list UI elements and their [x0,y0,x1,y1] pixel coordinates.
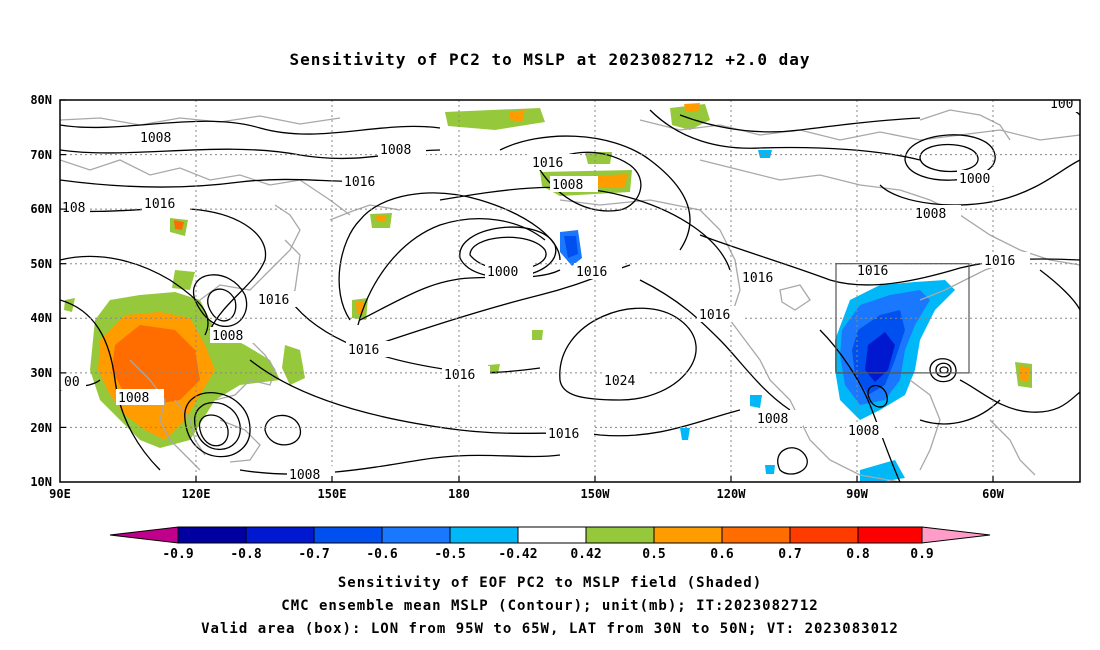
contour-label: 1008 [289,468,320,483]
lon-label: 120W [717,487,747,501]
contour-label-group: 1008 1008 1016 1016 1008 1016 1008 1000 … [60,97,1080,483]
caption-valid-area: Valid area (box): LON from 95W to 65W, L… [201,621,899,637]
colorbar-high-triangle [921,526,991,544]
colorbar-segment [245,526,315,544]
lon-label: 150W [581,487,611,501]
shaded-negative-north-america [560,150,955,482]
colorbar: -0.9 -0.8 -0.7 -0.6 -0.5 -0.42 0.42 0.5 … [109,526,991,562]
colorbar-segment [653,526,723,544]
lat-label: 20N [30,421,52,435]
valid-area-box [835,263,970,374]
colorbar-label: 0.8 [846,547,870,562]
contour-label: 1008 [757,412,788,427]
contour-label: 1016 [444,368,475,383]
colorbar-label: -0.7 [298,547,329,562]
contour-label: 1000 [959,172,990,187]
contour-label: 1016 [699,308,730,323]
colorbar-segment [721,526,791,544]
colorbar-label: 0.6 [710,547,734,562]
contour-label: 1008 [915,207,946,222]
contour-label: 1016 [348,343,379,358]
colorbar-label: 0.42 [570,547,601,562]
lat-label: 60N [30,202,52,216]
colorbar-label: -0.8 [230,547,261,562]
caption-shaded: Sensitivity of EOF PC2 to MSLP field (Sh… [337,575,763,591]
contour-label: 1016 [857,264,888,279]
contour-label: 1016 [984,254,1015,269]
colorbar-label: -0.6 [366,547,397,562]
plot-frame [59,99,1081,483]
lat-label: 40N [30,311,52,325]
lon-label: 180 [448,487,470,501]
latitude-labels: 80N 70N 60N 50N 40N 30N 20N 10N [30,93,52,489]
colorbar-segment [857,526,923,544]
colorbar-segment [585,526,655,544]
land-outlines [60,109,1080,482]
contour-label: 1008 [380,143,411,158]
colorbar-label: 0.7 [778,547,801,562]
contour-label: 1008 [140,131,171,146]
contour-label: 1016 [742,271,773,286]
shaded-positive-southeast-asia [64,218,305,448]
lat-label: 70N [30,148,52,162]
colorbar-label: 0.9 [910,547,933,562]
lat-label: 30N [30,366,52,380]
colorbar-segment [789,526,859,544]
colorbar-label: -0.5 [434,547,465,562]
contour-label: 1008 [552,178,583,193]
lon-label: 60W [982,487,1004,501]
lat-label: 50N [30,257,52,271]
colorbar-segment [313,526,383,544]
colorbar-segment [381,526,451,544]
caption-contour: CMC ensemble mean MSLP (Contour); unit(m… [281,598,819,614]
contour-label: 1000 [487,265,518,280]
colorbar-label: 0.5 [642,547,665,562]
contour-label: 1016 [532,156,563,171]
contour-label: 100 [1050,97,1073,112]
colorbar-segment [177,526,247,544]
colorbar-segment [517,526,587,544]
lon-label: 90E [49,487,71,501]
lon-label: 150E [318,487,347,501]
colorbar-label: -0.9 [162,547,193,562]
contour-label: 1016 [344,175,375,190]
lon-label: 90W [846,487,868,501]
contour-label: 1016 [144,197,175,212]
mslp-contours [60,100,1080,482]
contour-label: 1016 [548,427,579,442]
contour-label: 1016 [576,265,607,280]
lat-label: 10N [30,475,52,489]
contour-label: 1008 [118,391,149,406]
contour-label: 1024 [604,374,635,389]
map-title: Sensitivity of PC2 to MSLP at 2023082712… [289,50,811,69]
colorbar-segment [449,526,519,544]
contour-label: 1008 [212,329,243,344]
contour-label: 00 [64,375,80,390]
colorbar-low-triangle [109,526,179,544]
lat-label: 80N [30,93,52,107]
colorbar-label: -0.42 [498,547,537,562]
contour-label: 108 [62,201,85,216]
contour-label: 1016 [258,293,289,308]
axis-ticks [60,99,994,482]
lon-label: 120E [182,487,211,501]
contour-label: 1008 [848,424,879,439]
longitude-labels: 90E 120E 150E 180 150W 120W 90W 60W [49,487,1004,501]
